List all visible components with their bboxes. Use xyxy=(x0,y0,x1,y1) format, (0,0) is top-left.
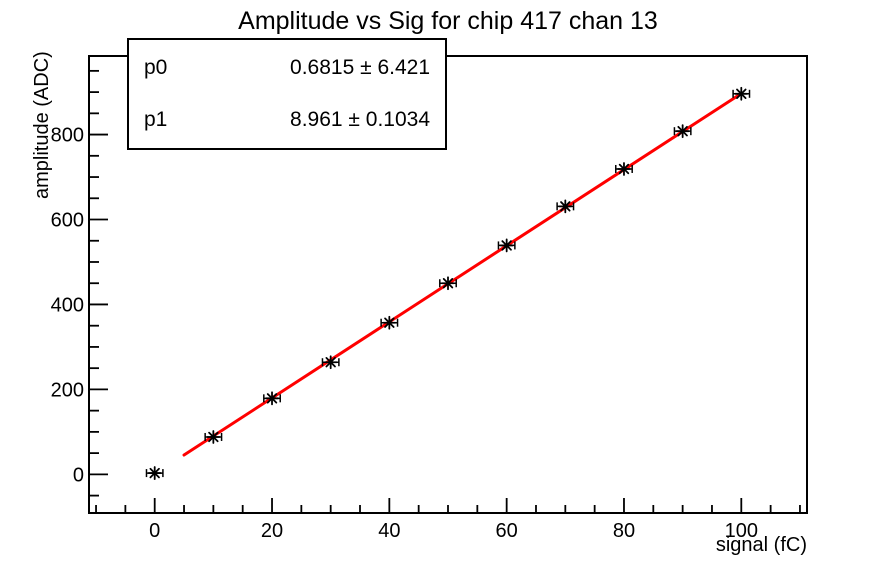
x-tick-label: 60 xyxy=(496,520,518,542)
star-marker-stroke xyxy=(618,163,630,175)
fit-line xyxy=(182,91,743,457)
y-tick-label: 200 xyxy=(51,379,84,401)
stat-row-p1: p1 8.961 ± 0.1034 xyxy=(144,108,430,132)
data-point xyxy=(145,466,164,480)
plot-title: Amplitude vs Sig for chip 417 chan 13 xyxy=(238,7,658,35)
data-point xyxy=(497,238,516,253)
y-axis-title: amplitude (ADC) xyxy=(31,51,53,199)
data-point xyxy=(263,391,281,406)
x-tick-label: 100 xyxy=(725,520,758,542)
star-marker-stroke xyxy=(325,357,336,368)
star-marker-stroke xyxy=(501,240,512,251)
x-tick-label: 80 xyxy=(613,520,635,542)
data-point xyxy=(673,124,692,139)
stat-p1-value: 8.961 ± 0.1034 xyxy=(290,108,430,131)
stat-row-p0: p0 0.6815 ± 6.421 xyxy=(144,56,430,80)
star-marker-stroke xyxy=(442,278,454,289)
star-marker-stroke xyxy=(266,393,278,404)
data-point xyxy=(321,355,340,370)
stat-p0-name: p0 xyxy=(144,56,168,79)
x-tick-label: 20 xyxy=(261,520,283,542)
x-tick-label: 0 xyxy=(149,520,160,542)
star-marker-stroke xyxy=(149,467,160,479)
data-point xyxy=(380,315,399,330)
fit-stats-box: p0 0.6815 ± 6.421 p1 8.961 ± 0.1034 xyxy=(127,38,447,150)
data-point xyxy=(204,430,223,444)
x-axis-title: signal (fC) xyxy=(715,534,807,556)
stat-p0-value: 0.6815 ± 6.421 xyxy=(290,56,430,79)
star-marker-stroke xyxy=(384,317,395,328)
y-tick-label: 400 xyxy=(51,294,84,316)
star-marker-stroke xyxy=(677,125,688,137)
y-tick-label: 600 xyxy=(51,210,84,232)
plot-frame xyxy=(88,55,808,514)
stat-p1-name: p1 xyxy=(144,108,168,131)
y-tick-label: 800 xyxy=(51,125,84,147)
x-tick-label: 40 xyxy=(378,520,400,542)
star-marker-stroke xyxy=(736,88,747,100)
star-marker-stroke xyxy=(208,431,219,443)
star-marker-stroke xyxy=(560,201,571,212)
data-point xyxy=(439,276,457,291)
data-point xyxy=(732,86,751,101)
data-point xyxy=(556,199,575,214)
data-point xyxy=(615,162,633,176)
y-tick-label: 0 xyxy=(73,464,84,486)
